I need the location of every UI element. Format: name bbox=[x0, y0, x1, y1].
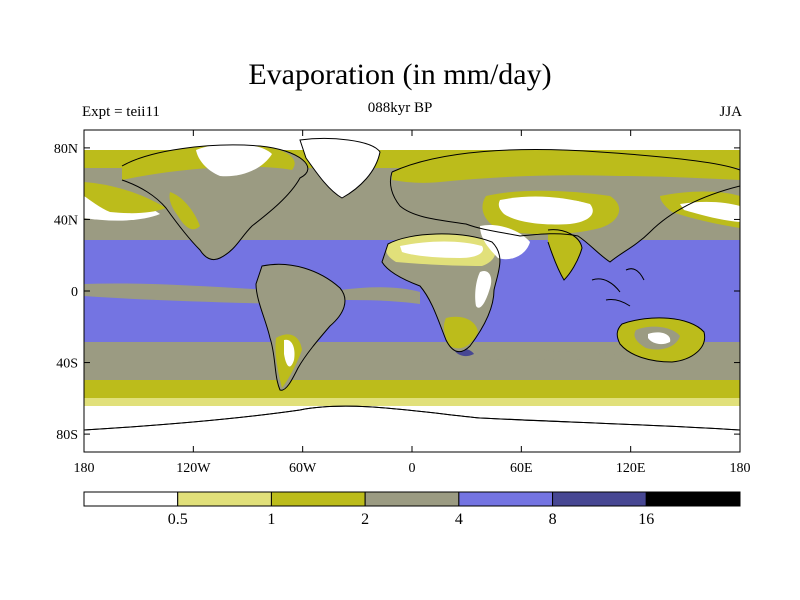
season-label: JJA bbox=[719, 104, 742, 120]
land-sa-white bbox=[284, 339, 295, 367]
lon-tick-label: 0 bbox=[409, 461, 416, 476]
lon-tick-label: 180 bbox=[730, 461, 751, 476]
land-greenland bbox=[300, 138, 380, 198]
colorbar-label: 1 bbox=[267, 511, 275, 528]
lat-tick-label: 80S bbox=[56, 428, 78, 443]
page-title: Evaporation (in mm/day) bbox=[248, 58, 552, 91]
colorbar-swatch bbox=[552, 491, 647, 507]
colorbar-swatch bbox=[458, 491, 554, 507]
field-eq-atlantic bbox=[340, 287, 420, 304]
coastlines bbox=[84, 138, 740, 431]
colorbar-label: 2 bbox=[361, 511, 369, 528]
field-southern-indian bbox=[420, 349, 640, 362]
colorbar-swatch bbox=[177, 491, 272, 507]
land-india bbox=[548, 229, 582, 280]
axis-ticks: 80N 40N 0 40S 80S 180 120W 60W 0 60E 120E 180 bbox=[54, 130, 751, 476]
colorbar-label: 16 bbox=[638, 511, 654, 528]
field-north-atlantic-yellow bbox=[84, 182, 166, 214]
time-label: 088kyr BP bbox=[367, 100, 433, 116]
colorbar: 0.5 1 2 4 8 16 bbox=[83, 491, 741, 528]
lon-tick-label: 120W bbox=[176, 461, 211, 476]
map-field bbox=[84, 130, 740, 452]
lon-tick-label: 180 bbox=[74, 461, 95, 476]
colorbar-label: 4 bbox=[455, 511, 463, 528]
land-africa-east-white bbox=[475, 270, 492, 308]
lat-tick-label: 40N bbox=[54, 213, 78, 228]
colorbar-label: 0.5 bbox=[168, 511, 188, 528]
land-south-africa-yellow bbox=[443, 316, 478, 349]
experiment-label: Expt = teii11 bbox=[82, 104, 160, 120]
field-eq-pacific bbox=[84, 283, 280, 304]
colorbar-swatch bbox=[83, 491, 179, 507]
field-north-pacific-white bbox=[680, 201, 740, 222]
colorbar-swatch bbox=[645, 491, 741, 507]
lat-tick-label: 0 bbox=[71, 285, 78, 300]
land-na-white bbox=[196, 143, 272, 177]
colorbar-label: 8 bbox=[549, 511, 557, 528]
lon-tick-label: 60W bbox=[289, 461, 317, 476]
lat-tick-label: 40S bbox=[56, 357, 78, 372]
land-eurasia-north-yellow bbox=[392, 149, 740, 183]
land-tibet-white bbox=[566, 200, 590, 216]
field-band-south-light bbox=[84, 398, 740, 408]
colorbar-swatch bbox=[270, 491, 366, 507]
lat-tick-label: 80N bbox=[54, 142, 78, 157]
colorbar-swatch bbox=[364, 491, 460, 507]
lon-tick-label: 120E bbox=[616, 461, 646, 476]
land-sahara-white bbox=[400, 241, 484, 258]
land-north-america bbox=[122, 144, 308, 260]
land-australia-white bbox=[648, 332, 671, 345]
land-na-west-yellow bbox=[169, 192, 200, 230]
lon-tick-label: 60E bbox=[510, 461, 533, 476]
land-arabia bbox=[480, 224, 530, 260]
